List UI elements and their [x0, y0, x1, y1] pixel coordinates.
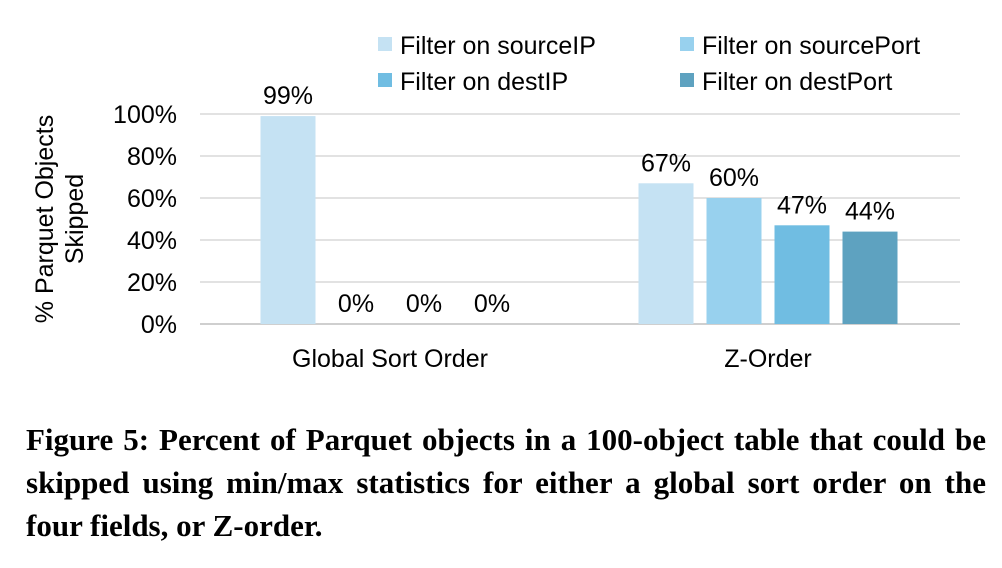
data-labels: 99% 0% 0% 0% 67% 60% 47% 44%	[263, 82, 895, 318]
figure-caption: Figure 5: Percent of Parquet objects in …	[26, 422, 986, 543]
legend-swatch	[680, 37, 694, 51]
data-label: 67%	[641, 149, 691, 177]
y-tick-label: 60%	[127, 185, 177, 213]
bar	[842, 231, 898, 324]
data-label: 0%	[406, 290, 442, 318]
x-category-label: Z-Order	[724, 345, 812, 373]
y-axis-title-line: % Parquet Objects	[31, 115, 59, 323]
legend-swatch	[378, 37, 392, 51]
bar	[260, 116, 316, 324]
data-label: 47%	[777, 191, 827, 219]
data-label: 60%	[709, 164, 759, 192]
legend-label: Filter on destPort	[702, 68, 892, 96]
data-label: 44%	[845, 198, 895, 226]
x-category-label: Global Sort Order	[292, 345, 488, 373]
legend-label: Filter on sourcePort	[702, 32, 920, 60]
legend-swatch	[680, 73, 694, 87]
bar	[706, 198, 762, 324]
data-label: 0%	[338, 290, 374, 318]
y-tick-label: 0%	[141, 311, 177, 339]
y-tick-label: 40%	[127, 227, 177, 255]
bar	[774, 225, 830, 324]
bar	[638, 183, 694, 324]
y-tick-label: 80%	[127, 143, 177, 171]
axes: 0% 20% 40% 60% 80% 100% Global Sort Order Z-Ord…	[31, 101, 812, 373]
legend-label: Filter on destIP	[400, 68, 568, 96]
y-tick-label: 20%	[127, 269, 177, 297]
data-label: 0%	[474, 290, 510, 318]
y-axis-title: % Parquet ObjectsSkipped	[31, 115, 89, 323]
legend-label: Filter on sourceIP	[400, 32, 596, 60]
bar-chart: 99% 0% 0% 0% 67% 60% 47% 44% 0% 20% 40% 60% 80% 100%…	[31, 32, 960, 373]
bars	[260, 116, 898, 324]
y-axis-title-line: Skipped	[61, 174, 89, 264]
legend-swatch	[378, 73, 392, 87]
legend: Filter on sourceIP Filter on sourcePort Fi…	[378, 32, 920, 96]
gridlines	[200, 113, 960, 325]
y-tick-label: 100%	[113, 101, 177, 129]
data-label: 99%	[263, 82, 313, 110]
